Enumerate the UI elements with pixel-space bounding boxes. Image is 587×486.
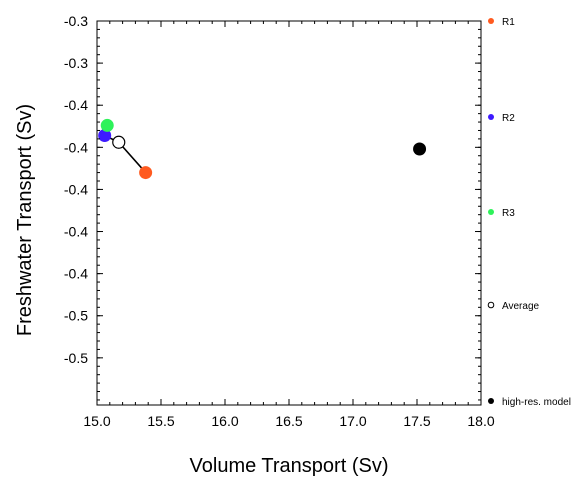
legend-label-r2: R2 [502,113,515,124]
y-tick-label: -0.3 [64,13,88,29]
x-tick-label: 16.0 [211,413,238,429]
point-r2 [98,129,112,143]
x-tick-label: 16.5 [275,413,302,429]
legend-label-r3: R3 [502,208,515,219]
plot-border [96,20,482,406]
legend-marker-high-res-model [488,398,494,404]
y-axis: -0.3 -0.3 -0.4 -0.4 -0.4 -0.4 -0.4 -0.5 -0.5 [64,13,481,401]
x-tick-label: 18.0 [467,413,494,429]
x-tick-label: 15.5 [147,413,174,429]
y-tick-label: -0.3 [64,55,88,71]
x-axis: 15.0 15.5 16.0 16.5 17.0 17.5 18.0 [83,21,495,429]
legend-marker-r2 [488,114,494,120]
x-tick-label: 17.5 [403,413,430,429]
legend-marker-average [487,301,495,309]
y-tick-label: -0.5 [64,308,88,324]
y-tick-label: -0.5 [64,350,88,366]
legend-marker-r1 [488,18,494,24]
y-tick-label: -0.4 [64,139,88,155]
point-average [112,135,126,149]
legend-label-average: Average [502,301,540,312]
point-r3 [100,118,114,132]
y-tick-label: -0.4 [64,181,88,197]
x-tick-label: 17.0 [339,413,366,429]
x-axis-title: Volume Transport (Sv) [190,455,389,477]
data-points [98,118,427,180]
y-tick-label: -0.4 [64,224,88,240]
legend: R1 R2 R3 Average high-res. model [487,17,571,408]
y-axis-title: Freshwater Transport (Sv) [14,104,36,336]
legend-marker-r3 [488,209,494,215]
x-tick-label: 15.0 [83,413,110,429]
point-r1 [139,166,153,180]
y-tick-label: -0.4 [64,266,88,282]
plot-area [96,20,482,406]
legend-label-r1: R1 [502,17,515,28]
point-high-res-model [413,142,427,156]
legend-label-high-res-model: high-res. model [502,397,571,408]
y-tick-label: -0.4 [64,97,88,113]
